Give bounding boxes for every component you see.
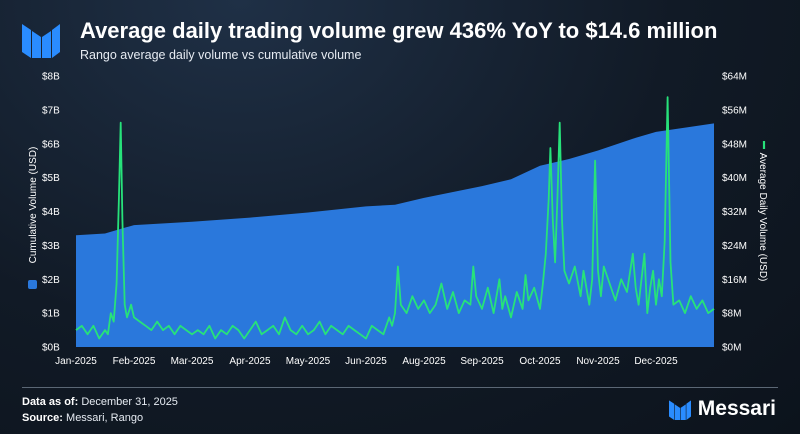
y-left-tick-label: $0B [42,343,60,354]
y-left-tick-label: $7B [42,105,60,116]
y-right-tick-label: $8M [722,309,741,320]
daily-volume-line [75,96,715,340]
y-left-tick-label: $4B [42,207,60,218]
line-layer [75,96,715,340]
y-left-tick-label: $5B [42,173,60,184]
y-right-axis-title: Average Daily Volume (USD) [757,153,768,282]
source-value: Messari, Rango [66,412,144,424]
x-tick-label: Feb-2025 [113,356,156,367]
brand-name: Messari [697,397,776,420]
chart-subtitle: Rango average daily volume vs cumulative… [80,48,362,62]
y-right-tick-label: $32M [722,207,747,218]
y-right-axis-title-group: Average Daily Volume (USD) [757,141,768,281]
x-tick-label: Jan-2025 [55,356,97,367]
footer-source: Source: Messari, Rango [22,412,143,424]
y-right-tick-label: $40M [722,173,747,184]
y-left-tick-label: $6B [42,139,60,150]
x-tick-label: May-2025 [286,356,331,367]
messari-brand-icon [668,400,691,420]
y-left-tick-label: $2B [42,275,60,286]
x-tick-label: Nov-2025 [576,356,620,367]
cumulative-volume-area [76,123,714,348]
cumulative-legend-swatch [28,280,37,289]
y-right-tick-label: $16M [722,275,747,286]
x-tick-label: Sep-2025 [460,356,504,367]
y-right-tick-label: $24M [722,241,747,252]
x-tick-label: Oct-2025 [519,356,561,367]
x-tick-label: Dec-2025 [634,356,678,367]
y-right-tick-label: $56M [722,105,747,116]
axis-layer: $0B $1B $2B $3B $4B $5B $6B $7B $8B $0M $8M $16M $24… [28,72,768,367]
y-right-tick-label: $48M [722,139,747,150]
data-as-of-label: Data as of: [22,396,79,408]
y-right-tick-label: $0M [722,343,741,354]
x-tick-label: Apr-2025 [229,356,271,367]
footer-data-as-of: Data as of: December 31, 2025 [22,396,178,408]
x-tick-label: Mar-2025 [171,356,214,367]
y-right-tick-label: $64M [722,72,747,83]
data-as-of-value: December 31, 2025 [81,396,178,408]
y-left-tick-label: $3B [42,241,60,252]
messari-logo-icon [22,24,60,58]
footer-divider [22,387,778,388]
footer-brand: Messari [668,397,776,421]
y-left-tick-label: $8B [42,72,60,83]
y-left-axis-title: Cumulative Volume (USD) [28,147,39,264]
source-label: Source: [22,412,63,424]
y-left-tick-label: $1B [42,309,60,320]
y-left-axis-title-group: Cumulative Volume (USD) [28,147,39,289]
chart-title: Average daily trading volume grew 436% Y… [80,18,718,43]
area-layer [76,123,714,348]
x-tick-label: Jun-2025 [345,356,387,367]
x-tick-label: Aug-2025 [402,356,446,367]
